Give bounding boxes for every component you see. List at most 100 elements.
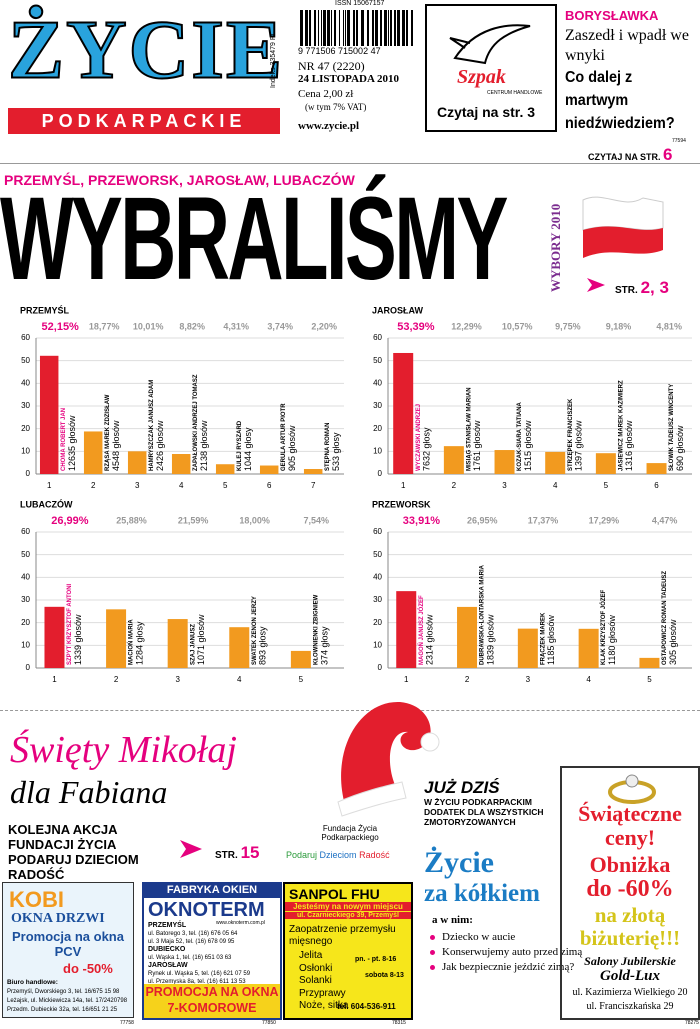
- barcode-bar: [384, 10, 387, 46]
- bar: [517, 628, 538, 668]
- y-tick-label: 50: [373, 550, 382, 559]
- jeweler-1: Świąteczne ceny!: [578, 801, 682, 850]
- supp-item: Dziecko w aucie: [430, 930, 555, 945]
- kobi-promo: Promocja na okna PCV: [12, 929, 124, 959]
- y-tick-label: 40: [373, 572, 382, 581]
- candidate-votes: 2138 głosów: [199, 420, 209, 471]
- price: Cena 2,00 zł: [298, 88, 354, 100]
- y-tick-label: 10: [21, 640, 30, 649]
- url: www.zycie.pl: [298, 120, 360, 132]
- kobi-address: Przedm. Dubieckie 32a, tel. 16/651 21 25: [7, 1007, 118, 1013]
- y-tick-label: 30: [373, 401, 382, 410]
- slogan: Podaruj Dzieciom Radość: [286, 850, 390, 860]
- sp-item: Osłonki: [299, 962, 333, 974]
- x-tick-label: 5: [604, 481, 609, 490]
- chart-title: LUBACZÓW: [20, 498, 73, 509]
- kobi-addresses: Przemyśl, Dworskiego 3, tel. 16/675 15 9…: [7, 988, 127, 1015]
- barcode-bar: [372, 10, 374, 46]
- barcode-bar: [397, 10, 400, 46]
- date: 24 LISTOPADA 2010: [298, 73, 400, 85]
- bar: [167, 619, 188, 668]
- szpak-bird: [449, 24, 531, 65]
- mikolaj-line: RADOŚĆ: [8, 867, 65, 882]
- x-tick-label: 1: [52, 675, 57, 684]
- candidate-name: HAMRYSZCZAK JANUSZ ADAM: [149, 380, 155, 471]
- candidate-name: MISIĄG STANISŁAW MARIAN: [466, 387, 472, 471]
- barcode: [300, 10, 413, 46]
- x-tick-label: 6: [267, 481, 272, 490]
- candidate-votes: 690 głosów: [675, 425, 685, 471]
- candidate-name: KOZAK-SIARA TATIANA: [517, 401, 523, 471]
- headline: WYBRALIŚMY: [0, 173, 508, 305]
- candidate-votes: 4548 głosów: [111, 420, 121, 471]
- bar: [545, 451, 566, 474]
- barcode-digits: 9 771506 715002 47: [298, 46, 381, 56]
- cta-text: CZYTAJ NA STR.: [588, 152, 661, 162]
- slogan-2: Dzieciom: [319, 850, 357, 860]
- x-tick-label: 5: [647, 675, 652, 684]
- rule: [0, 163, 700, 164]
- candidate-name: MAGOŃ JANUSZ JÓZEF: [417, 595, 425, 665]
- chart: LUBACZÓW 0 10 20 30 40 50 60 26,99% 1 SZPYT KRZYSZ…: [20, 498, 344, 684]
- barcode-bar: [309, 10, 311, 46]
- supp-intro: a w nim:: [432, 914, 473, 926]
- kobi-ad: KOBI OKNA DRZWI Promocja na okna PCV do …: [2, 882, 134, 1018]
- candidate-votes: 1316 głosów: [624, 420, 634, 471]
- ok-promo: PROMOCJA NA OKNA 7-KOMOROWE: [144, 984, 280, 1018]
- value-label: 17,37%: [528, 515, 559, 525]
- ok-line: ul. Przemyska 8a, tel. (16) 611 13 53: [148, 979, 246, 985]
- ok-city: DUBIECKO: [148, 946, 186, 953]
- pages-label: STR.: [215, 850, 238, 861]
- x-tick-label: 2: [114, 675, 119, 684]
- supp-title-2: za kółkiem: [424, 880, 540, 907]
- candidate-name: MACIOŃ MARIA: [127, 619, 135, 665]
- x-tick-label: 3: [135, 481, 140, 490]
- candidate-name: STRZĘPEK FRANCISZEK: [568, 398, 574, 471]
- candidate-name: GERULA ARTUR PIOTR: [281, 403, 287, 471]
- flag: [582, 196, 664, 258]
- chart-title: JAROSŁAW: [372, 305, 424, 315]
- x-tick-label: 2: [91, 481, 96, 490]
- chart-title: PRZEWORSK: [372, 499, 431, 509]
- bullet: [430, 935, 435, 940]
- candidate-name: SWATEK ZENON JERZY: [252, 596, 258, 665]
- arrow: [587, 278, 605, 292]
- candidate-votes: 1044 głosy: [243, 427, 253, 471]
- candidate-votes: 893 głosy: [258, 626, 268, 665]
- candidate-votes: 1339 głosów: [73, 614, 83, 665]
- value-label: 10,01%: [133, 321, 164, 331]
- y-tick-label: 40: [21, 572, 30, 581]
- y-tick-label: 10: [21, 446, 30, 455]
- badge: WYBORY 2010: [548, 203, 563, 292]
- jeweler-4: na złotą biżuterię!!!: [579, 903, 681, 950]
- y-tick-label: 60: [373, 333, 382, 342]
- value-label: 9,18%: [606, 321, 632, 331]
- candidate-name: DUBRAWSKA-LONTARSKA MARIA: [480, 564, 486, 665]
- candidate-votes: 1185 głosów: [546, 615, 556, 665]
- teaser-lead: Zaszedł i wpadł we wnyki: [565, 27, 689, 64]
- candidate-name: ZAPAŁOWSKI ANDRZEJ TOMASZ: [193, 374, 199, 471]
- kobi-brand: KOBI: [9, 887, 64, 912]
- ad-code: 78315: [392, 1020, 406, 1026]
- bar: [443, 446, 464, 474]
- y-tick-label: 40: [373, 378, 382, 387]
- sp-items: Jelita Osłonki Solanki Przyprawy Noże, sitka: [291, 950, 348, 1013]
- barcode-bar: [305, 10, 308, 46]
- candidate-votes: 12635 głosów: [67, 415, 77, 471]
- kobi-office: Biuro handlowe:: [7, 979, 58, 986]
- bar: [127, 451, 147, 474]
- x-tick-label: 1: [47, 481, 52, 490]
- candidate-name: SZAJ JANUSZ: [190, 624, 196, 665]
- y-tick-label: 30: [21, 401, 30, 410]
- bar: [215, 464, 235, 474]
- szpak-brand: Szpak: [457, 66, 506, 88]
- candidate-votes: 1515 głosów: [523, 420, 533, 471]
- jeweler-ad: Świąteczne ceny! Obniżka do -60% na złot…: [560, 766, 700, 1020]
- y-tick-label: 50: [373, 356, 382, 365]
- barcode-bar: [347, 10, 350, 46]
- candidate-name: KLAK KRZYSZTOF JÓZEF: [599, 589, 607, 665]
- x-tick-label: 4: [237, 675, 242, 684]
- sp-offer: Zaopatrzenie przemysłu mięsnego: [289, 924, 396, 947]
- bullet: [430, 965, 435, 970]
- candidate-name: FRĄCZEK MAREK: [540, 612, 546, 665]
